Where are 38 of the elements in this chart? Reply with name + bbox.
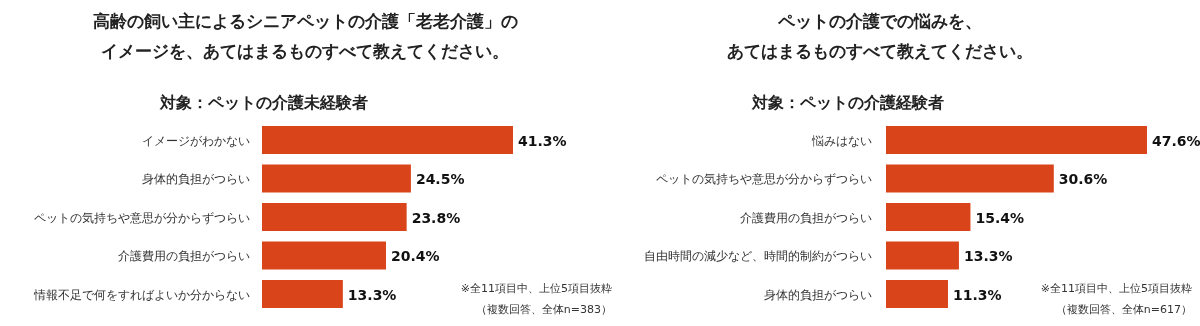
bar [886,203,971,231]
y-tick-label: 介護費用の負担がつらい [118,249,250,263]
bar [262,126,513,154]
annotation: ※全11項目中、上位5項目抜粋 [460,282,612,295]
bar [262,280,343,308]
data-label: 23.8% [411,209,461,226]
y-tick-label: イメージがわかない [142,133,250,148]
bar [886,126,1147,154]
data-label: 41.3% [518,132,567,149]
bar [262,203,407,231]
y-tick-label: 身体的負担がつらい [764,287,872,302]
chart-title: ペットの介護での悩みを、あてはまるものすべて教えてください。 [727,11,1033,61]
y-tick-label: ペットの気持ちや意思が分からずつらい [34,210,250,225]
chart-subtitle: 対象：ペットの介護経験者 [751,93,944,112]
annotation: ※全11項目中、上位5項目抜粋 [1040,282,1192,295]
data-label: 11.3% [952,286,1002,303]
bar [886,164,1054,193]
bar [886,241,959,270]
annotation: （複数回答、全体n=383） [475,303,612,316]
y-tick-label: 自由時間の減少など、時間的制約がつらい [644,249,872,263]
data-label: 15.4% [975,209,1025,226]
bar [262,164,411,193]
data-label: 13.3% [347,286,397,303]
data-label: 20.4% [390,248,440,264]
data-label: 47.6% [1152,132,1200,149]
bar [886,280,948,308]
data-label: 13.3% [963,248,1013,264]
y-tick-label: 身体的負担がつらい [142,172,250,186]
chart-title: 高齢の飼い主によるシニアペットの介護「老老介護」のイメージを、あてはまるものすべて教えてください。 [92,11,518,61]
data-label: 24.5% [415,171,465,187]
bar [262,241,386,270]
y-tick-label: ペットの気持ちや意思が分からずつらい [656,172,872,186]
annotation: （複数回答、全体n=617） [1055,303,1192,316]
y-tick-label: 介護費用の負担がつらい [740,210,872,225]
y-tick-label: 悩みはない [811,133,872,148]
data-label: 30.6% [1058,171,1108,187]
chart-subtitle: 対象：ペットの介護未経験者 [159,93,368,112]
y-tick-label: 情報不足で何をすればよいか分からない [33,287,250,302]
